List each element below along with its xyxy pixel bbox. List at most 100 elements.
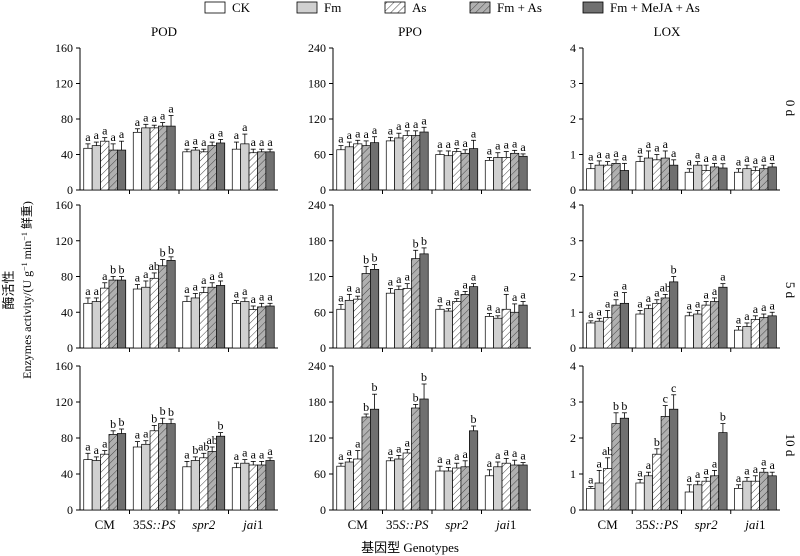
bar	[501, 308, 511, 349]
significance-letter: a	[646, 137, 652, 151]
significance-letter: a	[720, 150, 726, 164]
significance-letter: b	[363, 252, 369, 266]
significance-letter: a	[446, 295, 452, 309]
significance-letter: a	[347, 128, 353, 142]
significance-letter: a	[613, 286, 619, 300]
genotype-label: CM	[598, 517, 619, 532]
significance-letter: a	[338, 132, 344, 146]
significance-letter: a	[405, 270, 411, 284]
significance-letter: a	[495, 302, 501, 316]
significance-letter: a	[143, 110, 149, 124]
significance-letter: a	[94, 128, 100, 142]
y-axis-label-en: Enzymes activity/(U g	[20, 271, 34, 379]
legend-swatch-ck	[204, 1, 226, 14]
bar	[501, 157, 511, 191]
bar	[158, 125, 168, 191]
genotype-label: jai1	[494, 517, 516, 532]
significance-letter: b	[168, 405, 174, 419]
y-axis-label-exp-2: −1	[20, 232, 29, 241]
y-axis-label-mid: min	[20, 241, 34, 263]
significance-letter: a	[209, 128, 215, 142]
significance-letter: a	[471, 270, 477, 284]
bar	[586, 488, 596, 511]
bar	[141, 443, 151, 511]
y-tick-label: 0	[67, 503, 73, 517]
bar	[394, 289, 404, 349]
bar	[742, 168, 752, 191]
bar	[166, 260, 176, 349]
significance-letter: a	[720, 270, 726, 284]
significance-letter: b	[363, 400, 369, 414]
bar	[83, 302, 93, 349]
bar	[701, 304, 711, 349]
bar	[149, 277, 159, 349]
significance-letter: a	[405, 435, 411, 449]
bar	[435, 470, 445, 511]
bar	[767, 475, 777, 511]
bar	[635, 313, 645, 349]
bar	[199, 151, 209, 191]
genotype-label-pre: 35	[386, 517, 399, 532]
bar	[166, 423, 176, 511]
bar	[643, 308, 654, 349]
genotype-label-italic: S::PS	[649, 517, 679, 532]
significance-letter: a	[588, 473, 594, 487]
genotype-label: jai1	[241, 517, 263, 532]
bar	[603, 164, 613, 191]
y-tick-label: 0	[67, 183, 73, 197]
bar	[265, 460, 275, 511]
bar	[100, 287, 110, 349]
bar	[248, 464, 258, 511]
y-tick-label: 0	[570, 183, 576, 197]
significance-letter: b	[218, 419, 224, 433]
bar	[91, 145, 101, 191]
bar	[190, 297, 200, 349]
significance-letter: a	[251, 447, 257, 461]
significance-letter: a	[736, 471, 742, 485]
genotype-label-italic: jai	[743, 517, 759, 532]
significance-letter: a	[761, 151, 767, 165]
significance-letter: a	[242, 446, 248, 460]
significance-letter: a	[646, 458, 652, 472]
significance-letter: a	[259, 135, 265, 149]
significance-letter: a	[462, 277, 468, 291]
bar	[469, 148, 479, 191]
significance-letter: a	[94, 284, 100, 298]
significance-letter: ab	[206, 433, 217, 447]
significance-letter: b	[421, 370, 427, 384]
significance-letter: a	[753, 462, 759, 476]
bar	[370, 408, 380, 511]
bar	[216, 285, 226, 349]
y-tick-label: 2	[570, 112, 576, 126]
significance-letter: a	[637, 296, 643, 310]
bar	[652, 302, 662, 349]
significance-letter: a	[712, 284, 718, 298]
bar	[207, 286, 217, 349]
significance-letter: a	[388, 444, 394, 458]
bar	[718, 167, 728, 191]
significance-letter: a	[512, 446, 518, 460]
y-tick-label: 4	[570, 359, 576, 373]
significance-letter: b	[413, 236, 419, 250]
bar	[182, 151, 192, 191]
bar	[344, 299, 354, 349]
bar	[411, 258, 421, 349]
legend-label-as: As	[412, 0, 426, 15]
bar	[669, 164, 679, 191]
bar	[116, 149, 127, 191]
bar	[709, 166, 720, 191]
y-tick-label: 40	[61, 467, 73, 481]
bar	[734, 488, 744, 511]
genotype-label: jai1	[743, 517, 765, 532]
bar	[693, 164, 703, 191]
genotype-label-post: 1	[510, 517, 517, 532]
significance-letter: a	[143, 427, 149, 441]
bar	[166, 125, 176, 191]
bar	[336, 465, 346, 511]
bar	[518, 464, 528, 511]
bar	[518, 155, 528, 191]
significance-letter: a	[622, 279, 628, 293]
significance-letter: a	[152, 111, 158, 125]
significance-letter: a	[504, 444, 510, 458]
bar	[385, 140, 395, 191]
